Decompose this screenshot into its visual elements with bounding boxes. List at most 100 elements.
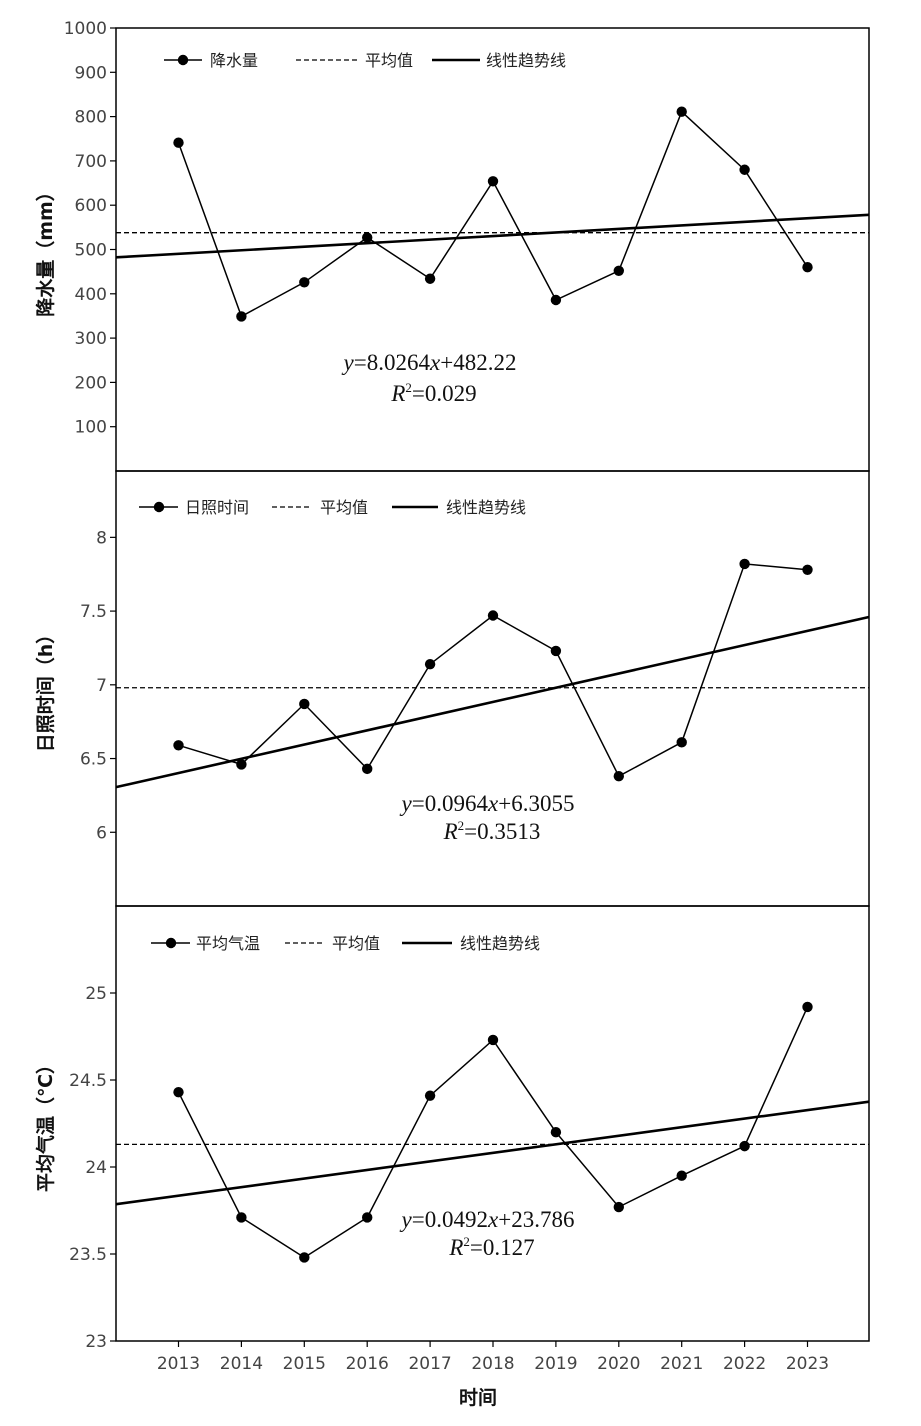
y-tick-label: 200: [75, 373, 107, 393]
x-tick-label: 2016: [346, 1354, 389, 1374]
y-axis-label: 平均气温（℃）: [34, 1055, 57, 1192]
y-tick-label: 600: [75, 196, 107, 216]
y-tick-label: 900: [75, 63, 107, 83]
data-point: [613, 771, 624, 782]
x-axis-label: 时间: [459, 1387, 497, 1409]
data-point: [487, 1034, 499, 1046]
data-point: [676, 106, 687, 117]
regression-equation: y=8.0264x+482.22: [342, 350, 517, 375]
trend-line: [115, 213, 870, 259]
y-tick-label: 6: [96, 823, 107, 843]
trend-line: [115, 615, 870, 789]
regression-equation: y=0.0492x+23.786: [400, 1207, 575, 1232]
r-squared-label: R2=0.3513: [443, 818, 541, 844]
data-point: [236, 759, 247, 770]
y-tick-label: 700: [75, 152, 107, 172]
x-tick-label: 2019: [534, 1354, 577, 1374]
x-tick-label: 2023: [786, 1354, 829, 1374]
series-line: [177, 110, 809, 318]
x-tick-label: 2018: [471, 1354, 514, 1374]
legend-series-label: 日照时间: [185, 498, 249, 517]
data-point: [362, 763, 373, 775]
y-tick-label: 24.5: [69, 1071, 107, 1091]
x-axis: 2013 2014 2015 2016 2017 2018 2019 2020 2021 2022…: [157, 1341, 829, 1374]
data-point: [613, 265, 624, 276]
x-tick-label: 2020: [597, 1354, 640, 1374]
y-tick-label: 500: [75, 241, 107, 261]
data-point: [424, 658, 436, 670]
x-tick-label: 2014: [220, 1354, 263, 1374]
data-point: [550, 1127, 562, 1138]
legend-series-marker: [153, 501, 165, 513]
y-tick-label: 800: [75, 108, 107, 128]
data-point: [550, 294, 562, 306]
data-point: [676, 737, 687, 748]
x-tick-label: 2013: [157, 1354, 200, 1374]
legend-series-marker: [165, 937, 177, 949]
legend-trend-label: 线性趋势线: [446, 498, 526, 517]
y-tick-label: 7: [96, 676, 107, 696]
data-point: [739, 1140, 750, 1152]
plot-frame: [115, 905, 870, 1342]
chart-panel-3: 23 23.5 24 24.5 25 平均气温（℃） 平均气温 平均值 线性趋势线 y=0.049…: [34, 905, 870, 1352]
legend-mean-label: 平均值: [320, 498, 368, 517]
y-axis-label: 日照时间（h）: [34, 625, 57, 753]
data-point: [173, 1086, 184, 1098]
y-tick-label: 7.5: [80, 602, 107, 622]
legend-series-marker: [177, 54, 189, 66]
y-tick-label: 24: [85, 1158, 107, 1178]
data-point: [739, 164, 750, 175]
data-point: [802, 1001, 813, 1013]
legend-trend-label: 线性趋势线: [460, 934, 540, 953]
data-point: [299, 277, 310, 288]
data-point: [487, 610, 499, 621]
data-point: [362, 1212, 373, 1223]
legend-trend-label: 线性趋势线: [486, 51, 566, 70]
legend-series-label: 平均气温: [196, 934, 260, 953]
legend-series-label: 降水量: [210, 51, 258, 70]
data-point: [487, 176, 499, 187]
trend-line: [115, 1100, 870, 1206]
chart-panel-1: 100 200 300 400 500 600 700 800 900 1000 降水量（mm） 降水…: [34, 19, 870, 472]
legend-mean-label: 平均值: [332, 934, 380, 953]
r-squared-label: R2=0.127: [448, 1234, 534, 1260]
data-point: [613, 1201, 624, 1213]
data-point: [362, 232, 373, 243]
data-point: [802, 262, 813, 273]
y-tick-label: 300: [75, 329, 107, 349]
x-tick-label: 2022: [723, 1354, 766, 1374]
x-tick-label: 2017: [408, 1354, 451, 1374]
chart-panels: 100 200 300 400 500 600 700 800 900 1000 降水量（mm） 降水…: [34, 19, 870, 1374]
y-tick-label: 8: [96, 528, 107, 548]
regression-equation: y=0.0964x+6.3055: [400, 791, 575, 816]
data-point: [236, 1212, 247, 1223]
series-line: [178, 563, 808, 778]
data-point: [802, 564, 813, 575]
legend-mean-label: 平均值: [365, 51, 413, 70]
y-tick-label: 6.5: [80, 750, 107, 770]
data-point: [299, 1252, 310, 1263]
plot-frame: [115, 27, 870, 472]
y-axis-label: 降水量（mm）: [34, 182, 57, 317]
y-tick-label: 1000: [64, 19, 107, 39]
r-squared-label: R2=0.029: [390, 380, 476, 406]
y-tick-label: 400: [75, 285, 107, 305]
x-tick-label: 2015: [283, 1354, 326, 1374]
data-point: [676, 1170, 687, 1181]
data-point: [550, 645, 562, 657]
data-point: [236, 311, 247, 322]
x-tick-label: 2021: [660, 1354, 703, 1374]
y-tick-label: 25: [85, 984, 107, 1004]
data-point: [739, 558, 750, 570]
y-tick-label: 100: [75, 418, 107, 438]
data-point: [173, 137, 184, 148]
y-tick-label: 23: [85, 1332, 107, 1352]
data-point: [424, 1090, 436, 1101]
data-point: [173, 740, 184, 751]
data-point: [424, 273, 436, 284]
y-tick-label: 23.5: [69, 1245, 107, 1265]
chart-panel-2: 6 6.5 7 7.5 8 日照时间（h） 日照时间 平均值 线性趋势线 y=0.0964x+6.…: [34, 470, 870, 907]
data-point: [299, 698, 310, 710]
